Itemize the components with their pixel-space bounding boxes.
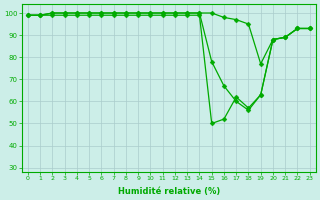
X-axis label: Humidité relative (%): Humidité relative (%) (118, 187, 220, 196)
